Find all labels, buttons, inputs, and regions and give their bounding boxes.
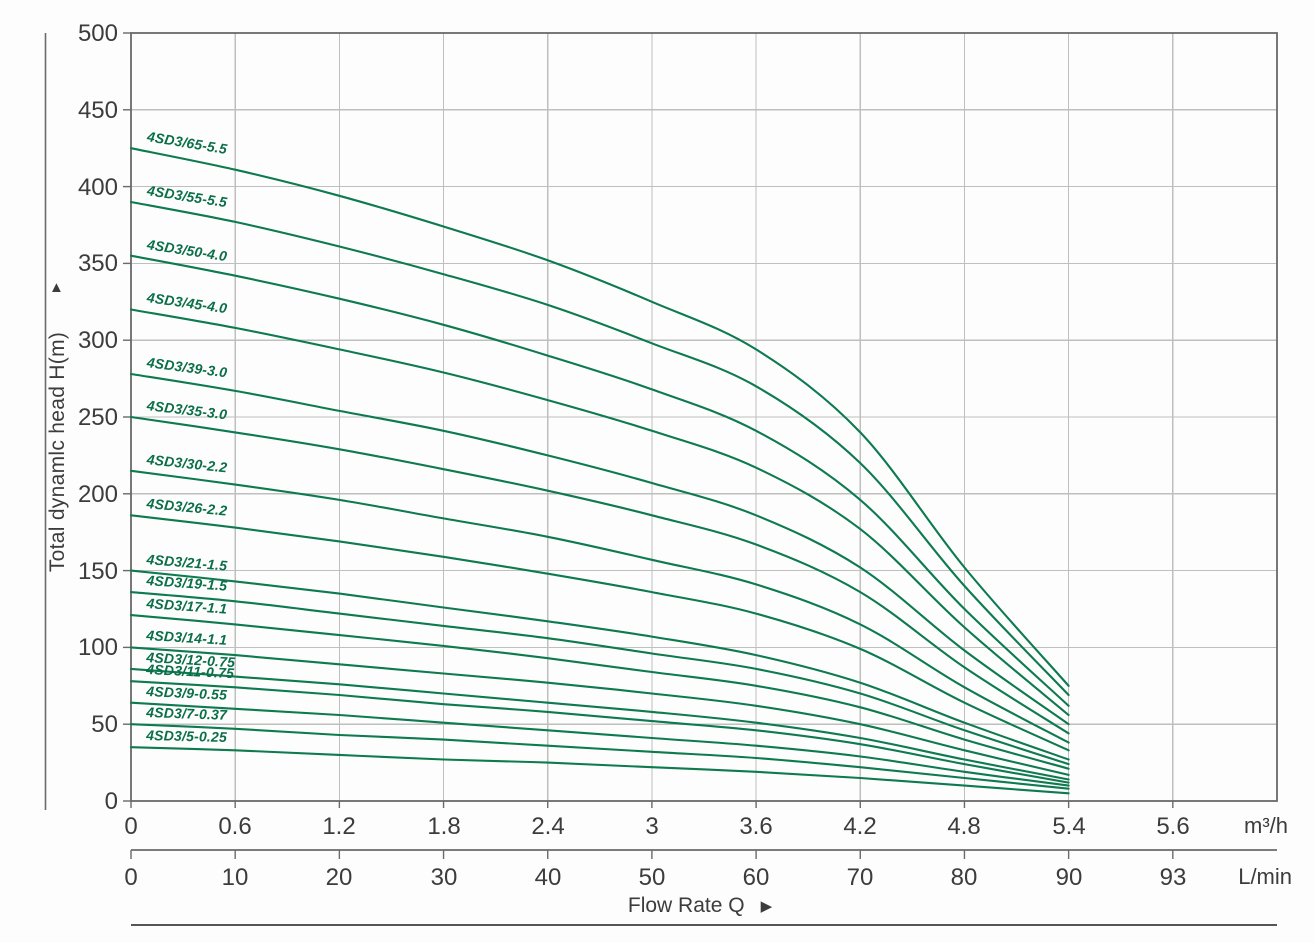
y-tick-label: 300	[77, 327, 118, 354]
y-tick-label: 100	[77, 634, 118, 661]
x-tick-label-m3h: 3.6	[739, 813, 773, 840]
pump-curve	[129, 372, 1070, 726]
x-tick-label-lmin: 50	[638, 864, 666, 891]
pump-curve	[129, 746, 1070, 795]
x-tick-label-m3h: 0	[124, 813, 138, 840]
pump-curve	[129, 308, 1070, 717]
x-tick-label-lmin: 60	[742, 864, 770, 891]
pump-curve	[129, 723, 1070, 790]
x-tick-label-lmin: 30	[430, 864, 458, 891]
y-tick-label: 200	[77, 481, 118, 508]
x-tick-label-m3h: 4.8	[947, 813, 981, 840]
x-tick-label-lmin: 93	[1159, 864, 1187, 891]
x-tick-label-lmin: 80	[950, 864, 978, 891]
x-tick-label-m3h: 3	[645, 813, 659, 840]
y-tick-label: 150	[77, 558, 118, 585]
x-tick-label-lmin: 90	[1055, 864, 1083, 891]
pump-curve	[129, 469, 1070, 744]
x-tick-label-lmin: 40	[534, 864, 562, 891]
x-tick-label-m3h: 5.4	[1052, 813, 1086, 840]
pump-curve	[129, 646, 1070, 776]
x-tick-label-m3h: 1.8	[427, 813, 461, 840]
y-axis-title: Total dynamlc head H(m)	[46, 332, 70, 572]
y-tick-label: 0	[104, 788, 118, 815]
pump-curve	[129, 569, 1070, 761]
primary-unit-label: m³/h	[1244, 813, 1288, 838]
x-axis-title-text: Flow Rate Q	[627, 894, 745, 917]
x-tick-label-lmin: 10	[221, 864, 249, 891]
y-tick-label: 500	[77, 20, 118, 47]
curve-label: 4SD3/5-0.25	[146, 727, 228, 745]
x-tick-label-m3h: 2.4	[531, 813, 565, 840]
right-arrow-icon: ▶	[760, 898, 773, 915]
pump-curve	[129, 147, 1070, 687]
x-tick-label-lmin: 70	[846, 864, 874, 891]
pump-curve	[129, 614, 1070, 770]
pump-curve	[129, 667, 1070, 781]
y-tick-label: 250	[77, 404, 118, 431]
pump-curve	[129, 254, 1070, 707]
y-tick-label: 450	[77, 97, 118, 124]
x-tick-label-m3h: 1.2	[322, 813, 356, 840]
x-tick-label-m3h: 5.6	[1156, 813, 1190, 840]
y-tick-label: 350	[77, 250, 118, 277]
x-tick-label-lmin: 20	[325, 864, 353, 891]
pump-curve	[129, 415, 1070, 735]
x-tick-label-m3h: 0.6	[218, 813, 252, 840]
pump-curve	[129, 680, 1070, 784]
pump-curve	[129, 591, 1070, 766]
secondary-unit-label: L/min	[1238, 864, 1292, 889]
up-arrow-icon: ▲	[49, 279, 64, 296]
y-axis-title-text: Total dynamlc head H(m)	[46, 331, 69, 573]
x-tick-label-lmin: 0	[124, 864, 138, 891]
x-axis-title: Flow Rate Q ▶	[560, 894, 840, 918]
curve-label: 4SD3/7-0.37	[146, 704, 228, 723]
pump-curve	[129, 200, 1070, 697]
pump-curve	[129, 701, 1070, 787]
y-tick-label: 50	[91, 711, 118, 738]
y-tick-label: 400	[77, 174, 118, 201]
x-tick-label-m3h: 4.2	[843, 813, 877, 840]
pump-curve	[129, 514, 1070, 752]
